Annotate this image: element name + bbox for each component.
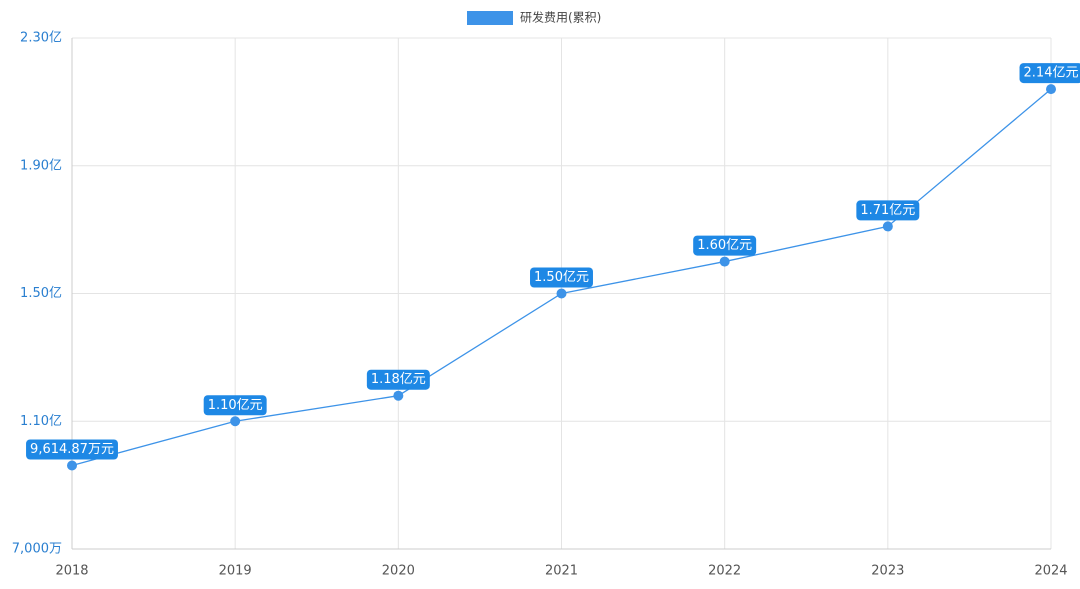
data-label-bg xyxy=(530,267,593,288)
point xyxy=(1046,84,1056,95)
data-label-bg xyxy=(366,369,430,390)
y-tick-label: 1.10亿 xyxy=(20,414,62,429)
y-tick-label: 1.50亿 xyxy=(20,286,62,301)
x-tick-label: 2023 xyxy=(871,564,904,579)
data-label: 2.14亿元 xyxy=(1019,63,1080,84)
data-label-text: 9,614.87万元 xyxy=(30,442,114,457)
data-label: 1.10亿元 xyxy=(203,395,267,416)
data-label: 9,614.87万元 xyxy=(26,439,118,460)
point xyxy=(67,460,77,471)
data-label: 1.60亿元 xyxy=(693,235,757,256)
data-label-text: 1.50亿元 xyxy=(534,270,589,285)
y-tick-label: 2.30亿 xyxy=(20,31,62,46)
data-label-text: 1.60亿元 xyxy=(697,238,752,253)
x-tick-label: 2021 xyxy=(545,564,578,579)
data-label-text: 1.10亿元 xyxy=(208,398,263,413)
x-tick-label: 2019 xyxy=(219,564,252,579)
data-label: 1.50亿元 xyxy=(530,267,593,288)
x-tick-label: 2024 xyxy=(1034,564,1067,579)
x-tick-label: 2020 xyxy=(382,564,415,579)
data-label-text: 1.18亿元 xyxy=(371,372,426,387)
point xyxy=(556,288,567,299)
y-tick-label: 1.90亿 xyxy=(20,158,62,173)
data-label: 1.18亿元 xyxy=(366,369,430,390)
data-label-bg xyxy=(1019,63,1080,84)
point xyxy=(393,390,404,401)
data-label-bg xyxy=(693,235,757,256)
data-label-text: 1.71亿元 xyxy=(860,203,915,218)
point xyxy=(719,256,730,267)
data-label: 1.71亿元 xyxy=(856,200,920,221)
legend-swatch xyxy=(467,11,513,25)
point xyxy=(230,416,241,427)
data-label-bg xyxy=(856,200,920,221)
data-label-bg xyxy=(26,439,118,460)
data-label-text: 2.14亿元 xyxy=(1024,66,1079,81)
point xyxy=(882,221,893,232)
y-tick-label: 7,000万 xyxy=(12,542,62,557)
x-tick-label: 2018 xyxy=(55,564,88,579)
data-label-bg xyxy=(203,395,267,416)
x-tick-label: 2022 xyxy=(708,564,741,579)
legend-label: 研发费用(累积) xyxy=(520,10,601,25)
